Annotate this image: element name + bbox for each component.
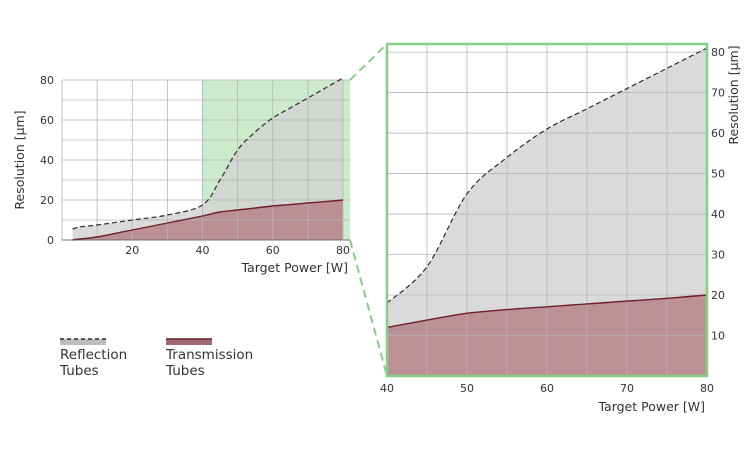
x-tick-label: 40 — [380, 382, 394, 395]
x-tick-label: 70 — [620, 382, 634, 395]
y-tick-label: 20 — [40, 194, 54, 207]
y-tick-label: 30 — [711, 249, 725, 262]
legend-label-reflection-line2: Tubes — [59, 363, 99, 379]
y-tick-label: 0 — [47, 234, 54, 247]
zoom-connector-lines — [349, 43, 388, 377]
series-line-transmission — [72, 199, 344, 241]
x-axis-title: Target Power [W] — [240, 260, 348, 275]
zoom-connector-top — [349, 43, 388, 81]
zoom-frame — [385, 42, 709, 378]
y-tick-label: 60 — [711, 127, 725, 140]
y-tick-label: 40 — [40, 154, 54, 167]
y-axis-title: Resolution [µm] — [12, 110, 27, 209]
x-tick-label: 60 — [266, 244, 280, 257]
series-line-reflection — [72, 77, 344, 230]
x-tick-label: 80 — [700, 382, 714, 395]
zoomed-chart: 10 20 30 40 50 60 70 80 40 50 60 70 80 Target Power [… — [380, 42, 741, 414]
legend: Reflection Tubes Transmission Tubes — [59, 338, 253, 379]
series-area-reflection — [72, 78, 343, 240]
x-tick-label: 80 — [336, 244, 350, 257]
y-tick-label: 80 — [711, 46, 725, 59]
y-tick-label: 10 — [711, 330, 725, 343]
x-tick-label: 20 — [125, 244, 139, 257]
series-line-reflection — [386, 47, 708, 304]
y-tick-label: 60 — [40, 114, 54, 127]
y-tick-label: 70 — [711, 87, 725, 100]
legend-swatch-transmission — [166, 339, 212, 345]
y-tick-label: 40 — [711, 208, 725, 221]
legend-label-reflection-line1: Reflection — [60, 347, 127, 363]
y-tick-label: 50 — [711, 168, 725, 181]
overview-chart: 0 20 40 60 80 20 40 60 80 Target Power [W] Resolut… — [12, 74, 350, 275]
legend-swatch-reflection — [60, 339, 106, 345]
x-tick-label: 40 — [195, 244, 209, 257]
legend-label-transmission-line1: Transmission — [165, 347, 253, 363]
x-axis-title: Target Power [W] — [597, 399, 705, 414]
x-tick-label: 60 — [540, 382, 554, 395]
legend-label-transmission-line2: Tubes — [165, 363, 205, 379]
series-line-transmission — [386, 294, 708, 329]
zoom-connector-bottom — [349, 239, 388, 377]
x-tick-label: 50 — [460, 382, 474, 395]
y-tick-label: 80 — [40, 74, 54, 87]
y-axis-title: Resolution [µm] — [726, 45, 741, 144]
y-tick-label: 20 — [711, 289, 725, 302]
